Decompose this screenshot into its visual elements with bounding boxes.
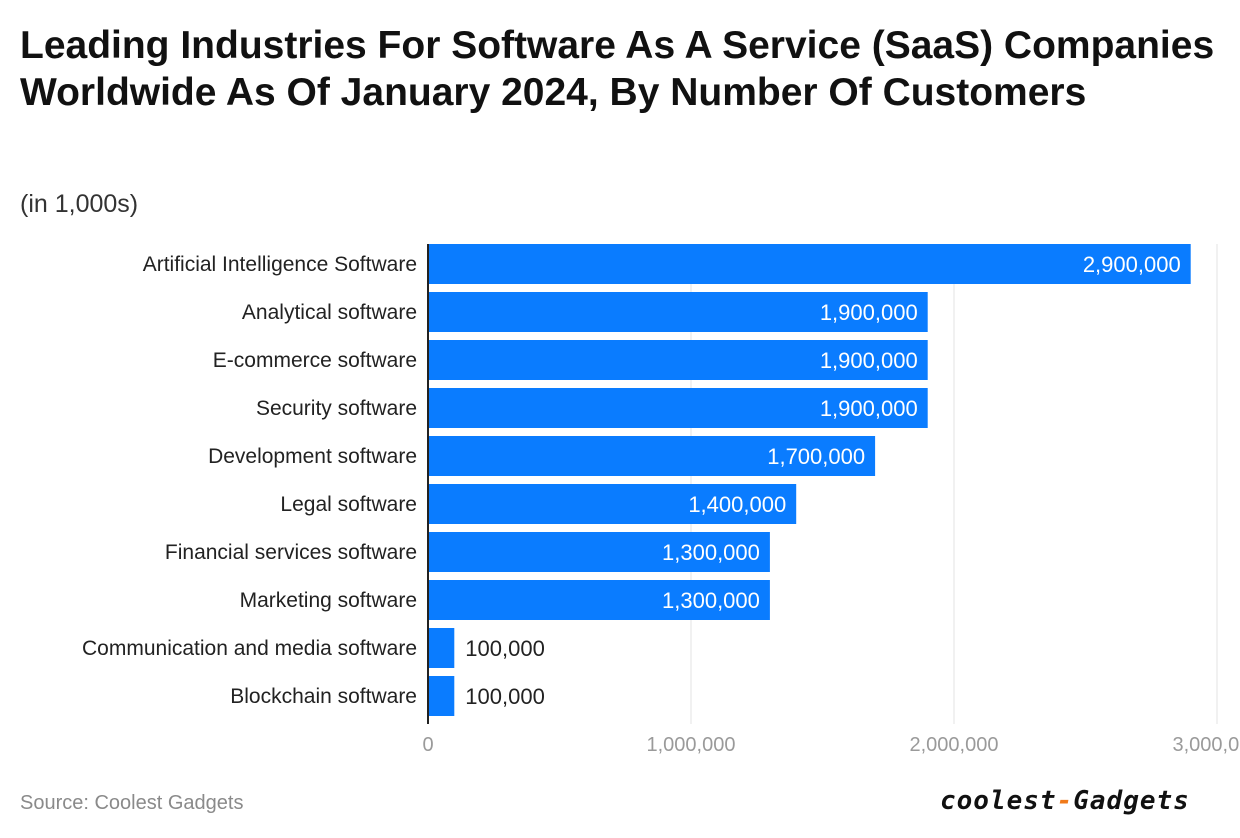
bar xyxy=(428,340,928,380)
data-label: 1,300,000 xyxy=(662,540,760,565)
bar xyxy=(428,532,770,572)
category-label: Development software xyxy=(208,445,417,468)
category-label: Analytical software xyxy=(242,301,417,324)
bar xyxy=(428,436,876,476)
source-note: Source: Coolest Gadgets xyxy=(20,792,244,814)
x-tick-label: 2,000,000 xyxy=(910,734,999,756)
category-label: Marketing software xyxy=(240,589,417,612)
category-label: Communication and media software xyxy=(82,637,417,660)
data-label: 1,900,000 xyxy=(820,396,918,421)
bar xyxy=(428,292,928,332)
category-label: Financial services software xyxy=(165,541,417,564)
bar-chart: 0 1,000,000 2,000,000 3,000,000 Artificial I… xyxy=(82,244,1240,756)
bar xyxy=(428,676,455,716)
category-label: Security software xyxy=(256,397,417,420)
data-label: 100,000 xyxy=(465,684,545,709)
category-label: E-commerce software xyxy=(213,349,417,372)
bar xyxy=(428,484,797,524)
logo-dash: - xyxy=(1056,786,1074,816)
bar xyxy=(428,628,455,668)
x-tick-label: 1,000,000 xyxy=(647,734,736,756)
category-label: Artificial Intelligence Software xyxy=(143,253,417,276)
category-label: Legal software xyxy=(280,493,417,516)
data-label: 1,300,000 xyxy=(662,588,760,613)
category-label: Blockchain software xyxy=(230,685,417,708)
data-label: 1,700,000 xyxy=(767,444,865,469)
data-label: 1,900,000 xyxy=(820,348,918,373)
logo-text-1: coolest xyxy=(940,786,1057,816)
data-label: 1,400,000 xyxy=(688,492,786,517)
coolest-gadgets-logo: coolest-Gadgets xyxy=(940,786,1190,816)
data-label: 2,900,000 xyxy=(1083,252,1181,277)
chart-subtitle: (in 1,000s) xyxy=(20,190,139,218)
bar xyxy=(428,244,1191,284)
x-tick-label: 3,000,000 xyxy=(1173,734,1240,756)
x-tick-label: 0 xyxy=(422,734,433,756)
data-label: 1,900,000 xyxy=(820,300,918,325)
logo-text-2: Gadgets xyxy=(1073,786,1190,816)
bar xyxy=(428,388,928,428)
chart-title: Leading Industries For Software As A Ser… xyxy=(20,24,1215,114)
bar xyxy=(428,580,770,620)
data-label: 100,000 xyxy=(465,636,545,661)
